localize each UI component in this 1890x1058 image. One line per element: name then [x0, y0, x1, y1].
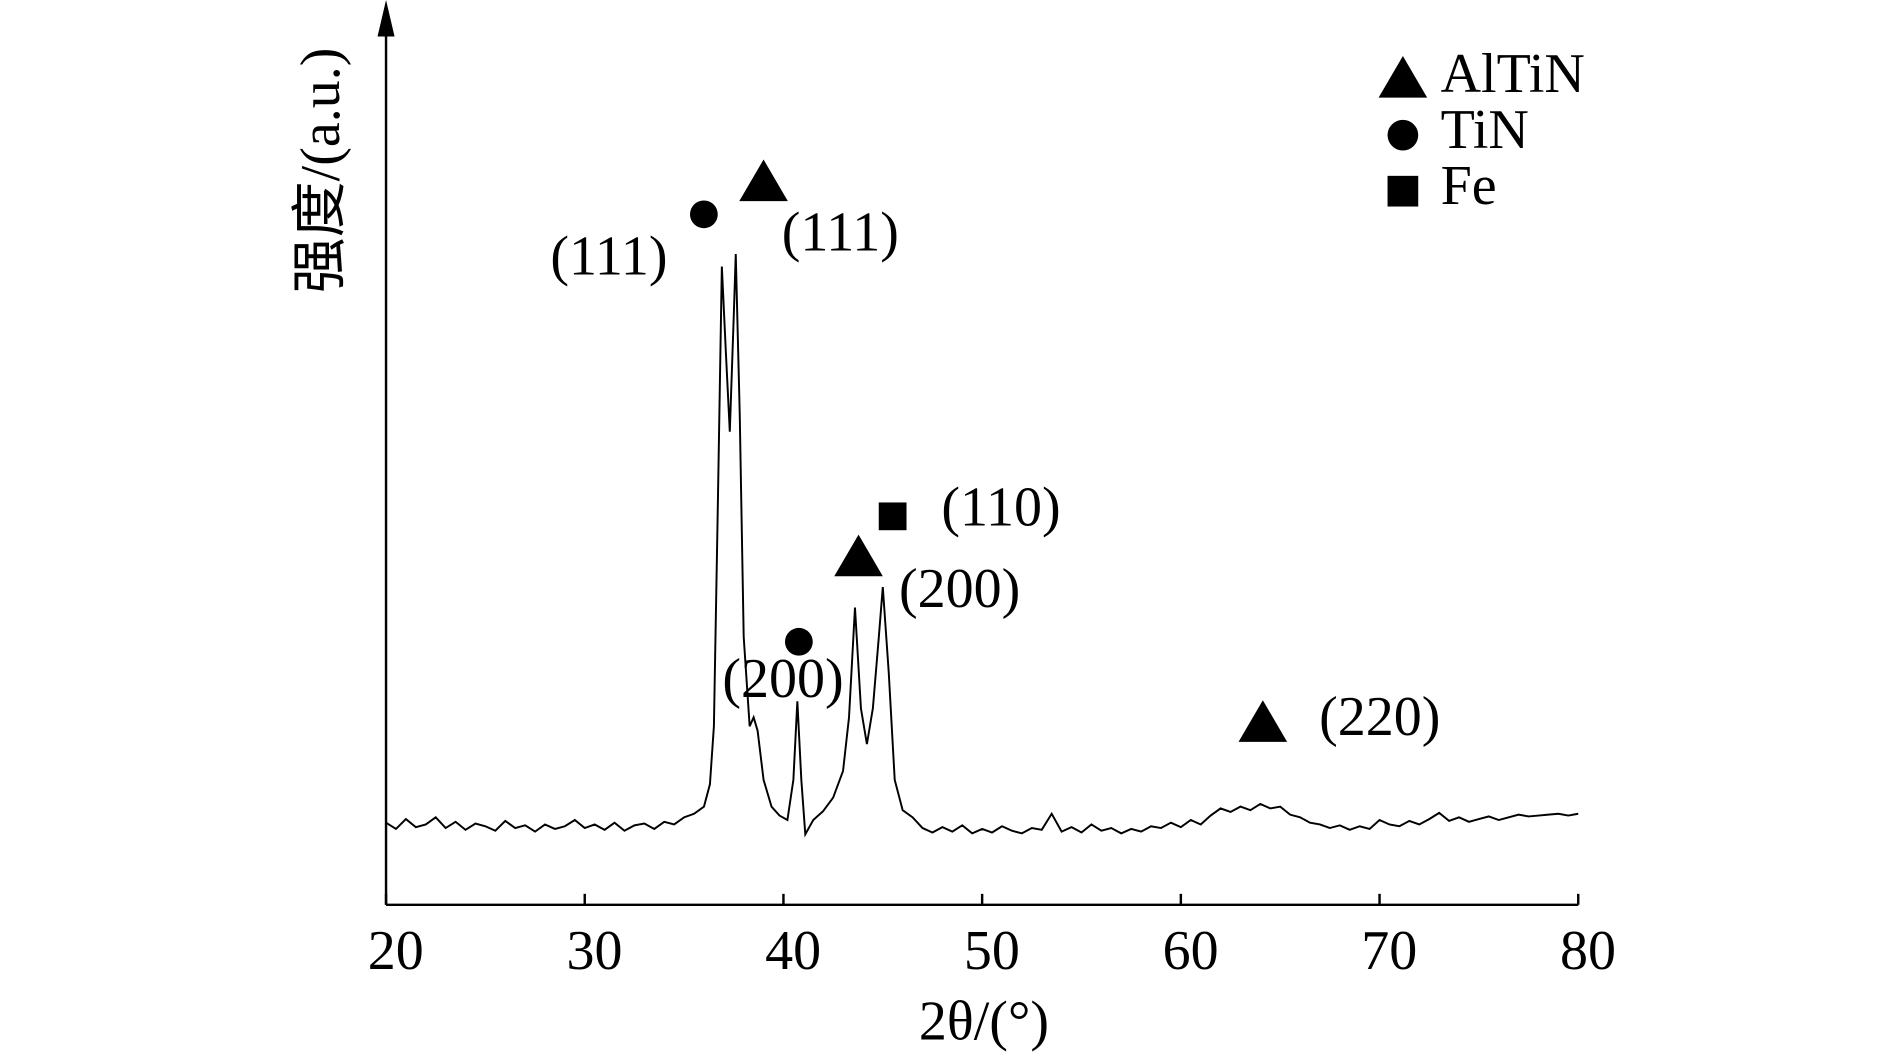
y-axis-arrow	[377, 0, 395, 37]
legend-marker	[1387, 175, 1419, 207]
y-axis-label: 强度/(a.u.)	[290, 48, 352, 294]
x-tick-label: 50	[964, 920, 1020, 982]
x-tick-label: 80	[1560, 920, 1616, 982]
x-tick-label: 30	[566, 920, 622, 982]
annotation-marker	[739, 159, 788, 202]
annotation-label: (111)	[782, 201, 899, 263]
annotation-marker	[784, 627, 813, 656]
x-tick-label: 60	[1163, 920, 1219, 982]
annotation-marker	[689, 200, 718, 229]
annotation-marker	[834, 534, 883, 577]
x-tick-label: 40	[765, 920, 821, 982]
x-tick-label: 70	[1361, 920, 1417, 982]
annotation-label: (111)	[550, 226, 667, 288]
legend-label: TiN	[1441, 99, 1529, 161]
legend-marker	[1387, 119, 1419, 151]
annotation-marker	[1238, 700, 1288, 742]
annotation-marker	[878, 502, 907, 531]
legend-label: Fe	[1441, 155, 1497, 217]
legend-marker	[1378, 56, 1428, 98]
x-tick-label: 20	[368, 920, 424, 982]
x-axis-label: 2θ/(°)	[919, 990, 1049, 1052]
annotation-label: (200)	[899, 558, 1020, 620]
annotation-label: (110)	[941, 477, 1060, 539]
xrd-line	[385, 254, 1579, 838]
legend-label: AlTiN	[1441, 43, 1585, 105]
annotation-label: (200)	[722, 648, 843, 710]
annotation-label: (220)	[1319, 686, 1440, 748]
